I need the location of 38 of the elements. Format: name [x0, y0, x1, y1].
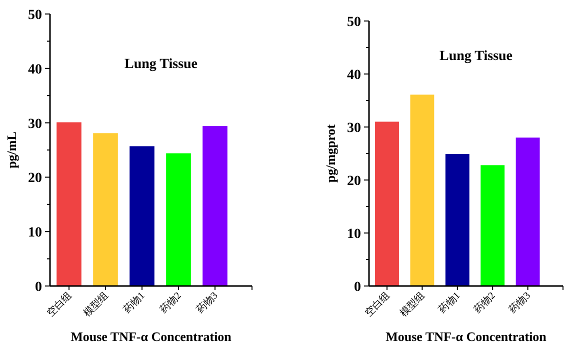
bar	[410, 94, 434, 286]
x-axis-title: Mouse TNF-α Concentration	[70, 329, 232, 344]
x-axis-title: Mouse TNF-α Concentration	[386, 329, 548, 344]
y-tick-label: 10	[347, 227, 361, 242]
y-tick-label: 40	[347, 68, 361, 83]
x-tick-label: 药物2	[157, 290, 184, 316]
x-tick-label: 药物3	[194, 290, 220, 316]
bar	[56, 122, 82, 286]
y-tick-label: 30	[347, 121, 361, 136]
bar	[93, 133, 118, 286]
y-tick-label: 0	[354, 280, 361, 295]
y-tick-label: 50	[347, 15, 361, 30]
y-axis-title: pg/mgprot	[323, 124, 338, 183]
y-tick-label: 20	[28, 171, 42, 186]
y-tick-label: 50	[28, 8, 42, 23]
bar	[130, 146, 154, 286]
x-tick-label: 药物1	[120, 290, 148, 316]
bar	[516, 138, 540, 286]
bar	[480, 165, 505, 286]
x-tick-label: 药物2	[472, 290, 498, 316]
x-tick-label: 模型组	[80, 290, 111, 320]
y-tick-label: 40	[28, 62, 42, 78]
bar	[202, 126, 228, 286]
x-tick-label: 药物1	[436, 290, 463, 316]
bar	[375, 122, 399, 286]
x-tick-label: 模型组	[398, 290, 428, 320]
y-tick-label: 10	[28, 226, 42, 241]
x-tick-label: 空白组	[44, 290, 74, 320]
bar	[166, 153, 191, 286]
y-axis-title: pg/mL	[4, 131, 19, 168]
x-tick-label: 空白组	[362, 290, 392, 320]
text: Lung Tissue	[124, 57, 198, 72]
bar	[445, 154, 470, 286]
y-tick-label: 30	[28, 116, 42, 132]
text: Lung Tissue	[439, 49, 513, 64]
x-tick-label: 药物3	[506, 290, 533, 316]
y-tick-label: 0	[35, 280, 42, 295]
y-tick-label: 20	[347, 174, 361, 189]
